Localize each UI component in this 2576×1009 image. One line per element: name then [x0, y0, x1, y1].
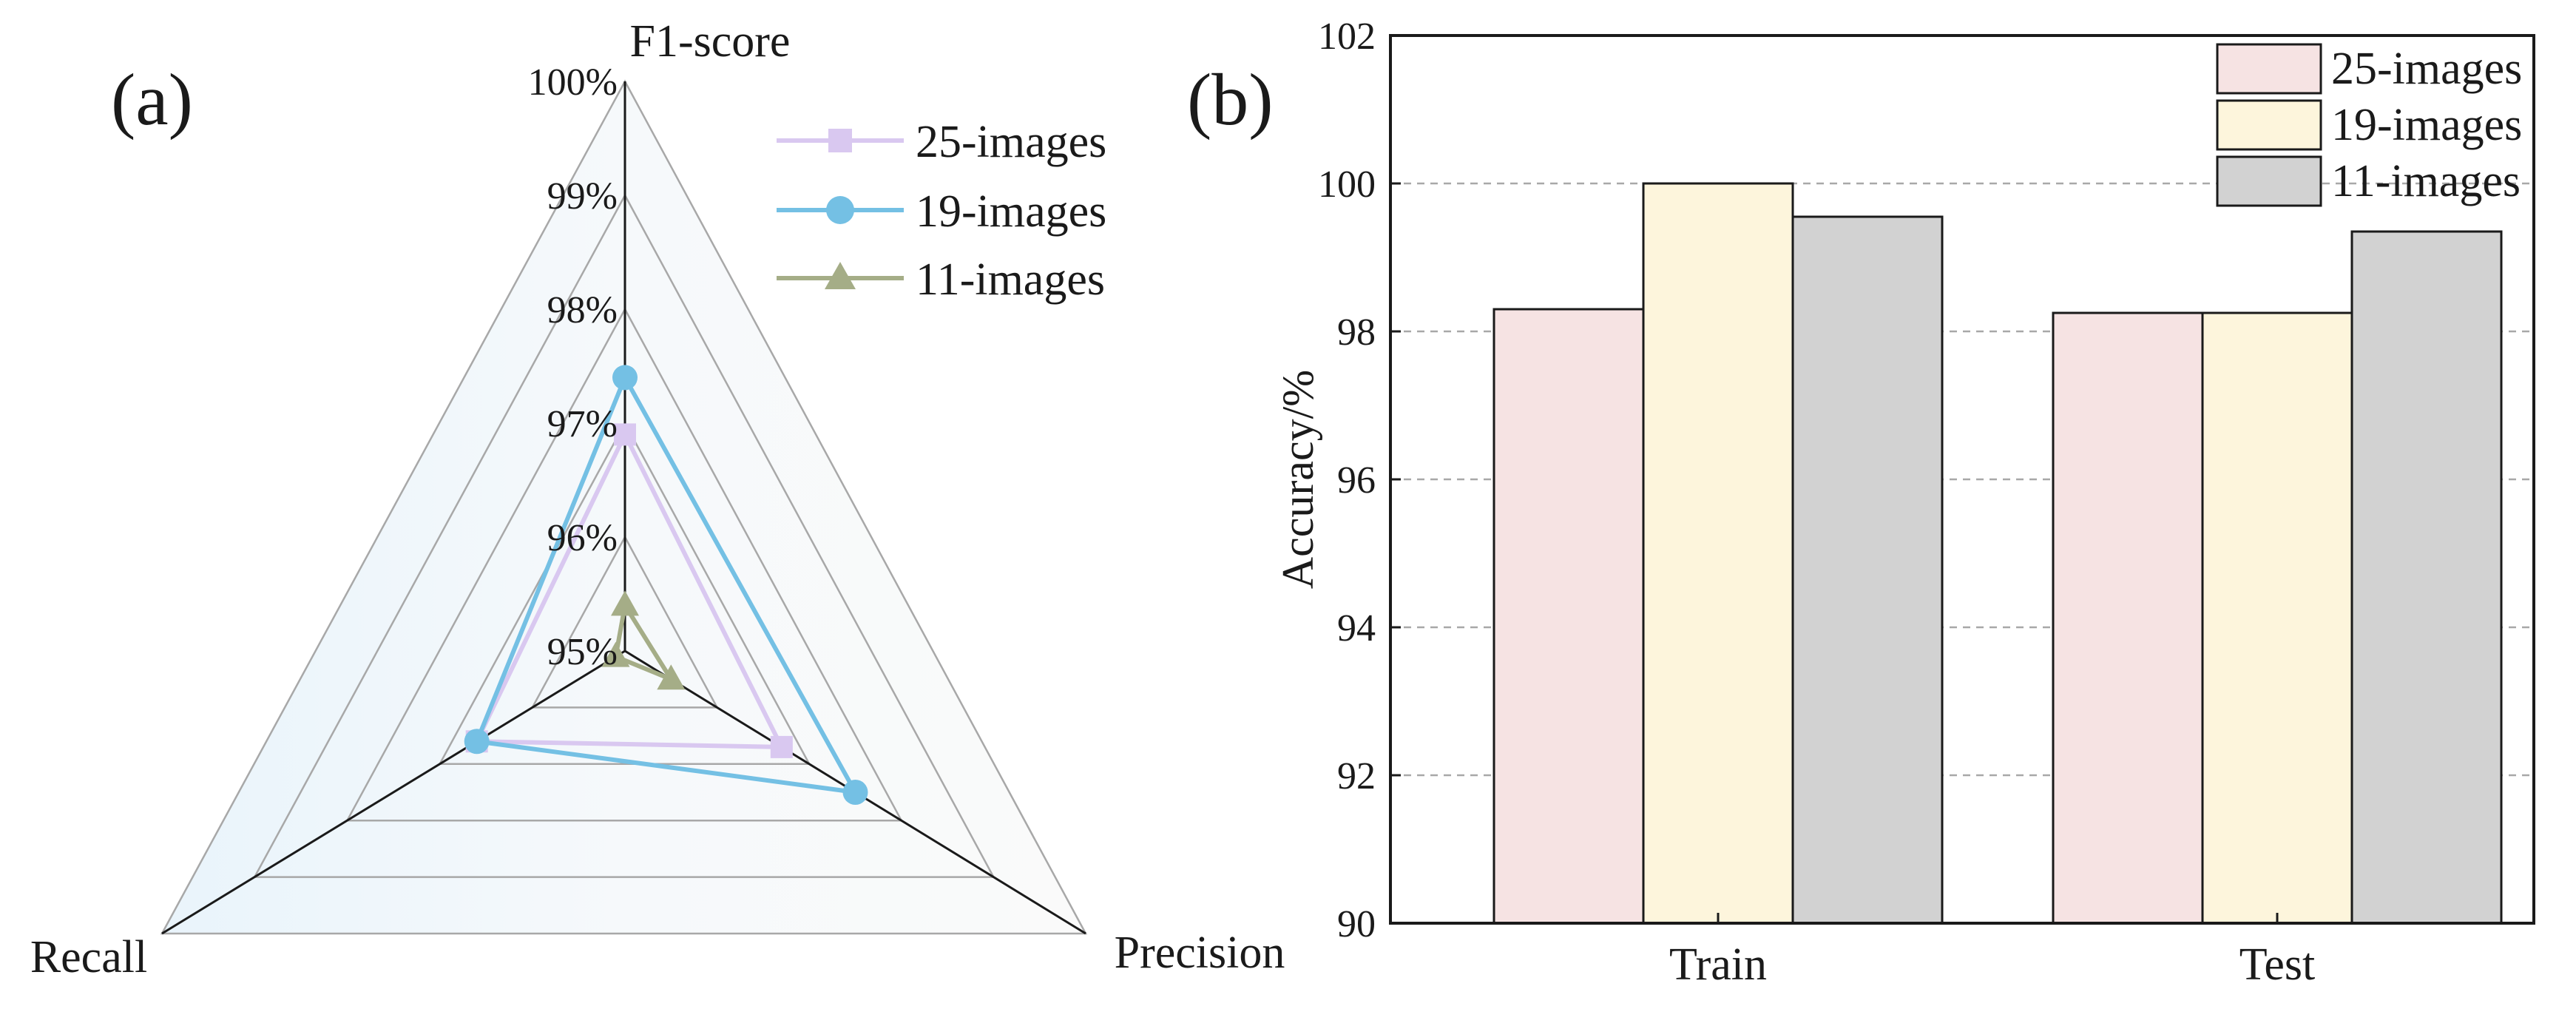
legend-item-19-images: 19-images [777, 186, 1106, 237]
legend-label-19-images: 19-images [2331, 100, 2522, 150]
bar-train-11-images [1791, 215, 1944, 925]
bar-chart: (b) 90 92 94 96 98 100 102 Train Test Accuracy/… [1187, 16, 2535, 990]
radar-axis-label-recall: Recall [30, 932, 147, 982]
legend-swatch-19-images [2216, 99, 2322, 151]
radar-spoke-recall [161, 649, 626, 935]
bar-x-ticks: Train Test [1669, 913, 2315, 990]
radar-point-19-images-precision [842, 780, 868, 805]
radar-tick-labels: 100% 99% 98% 97% 96% 95% [528, 61, 618, 673]
radar-point-11-images-f1-score [611, 590, 639, 616]
bar-train-25-images [1492, 308, 1645, 925]
legend-swatch-25-images [2216, 43, 2322, 95]
legend-item-25-images: 25-images [777, 117, 1106, 167]
radar-line-11-images [613, 603, 674, 682]
bar-test-11-images [2350, 230, 2503, 925]
bar-y-ticks: 90 92 94 96 98 100 102 [1318, 16, 1401, 945]
bar-train-19-images [1642, 182, 1794, 925]
radar-point-25-images-precision [770, 735, 793, 758]
y-tick-label: 92 [1337, 755, 1376, 797]
legend-label-25-images: 25-images [916, 117, 1106, 167]
radar-tick-label: 98% [547, 289, 618, 331]
radar-grid [160, 79, 1088, 935]
legend-label-11-images: 11-images [916, 254, 1105, 305]
radar-line-19-images [474, 375, 858, 794]
x-tick-label-test: Test [2239, 939, 2315, 990]
radar-series-11-images [601, 590, 686, 690]
radar-chart: 100% 99% 98% 97% 96% 95% (a) F1-score Precisi… [30, 16, 1285, 982]
radar-point-19-images-f1-score [612, 365, 638, 391]
legend-label-25-images: 25-images [2331, 44, 2522, 94]
radar-grid-ring-98 [345, 307, 903, 822]
y-tick-label: 94 [1337, 607, 1376, 649]
radar-tick-label: 96% [547, 517, 618, 559]
bar-legend: 25-images 19-images 11-images [2216, 43, 2522, 207]
radar-grid-ring-97 [438, 421, 811, 766]
y-tick-label: 100 [1318, 163, 1376, 206]
legend-marker-triangle [825, 262, 856, 289]
plot-frame [1389, 34, 2535, 925]
x-tick-label-train: Train [1669, 939, 1767, 990]
bar-marks [1492, 182, 2503, 925]
radar-point-19-images-recall [464, 729, 490, 755]
radar-line-25-images [474, 432, 784, 749]
legend-marker-square [828, 129, 852, 152]
radar-tick-label: 95% [547, 631, 618, 673]
legend-marker-circle [826, 196, 854, 224]
radar-point-11-images-precision [657, 664, 686, 690]
y-tick-label: 102 [1318, 16, 1376, 58]
radar-grid-ring-100 [160, 79, 1088, 935]
legend-label-11-images: 11-images [2331, 156, 2521, 206]
legend-swatch-11-images [2216, 155, 2322, 207]
legend-item-11-images: 11-images [777, 254, 1105, 305]
bar-test-19-images [2201, 311, 2353, 925]
radar-grid-ring-96 [530, 535, 719, 709]
radar-series [464, 365, 868, 805]
radar-axis-label-precision: Precision [1115, 928, 1285, 978]
radar-series-19-images [464, 365, 868, 805]
legend-label-19-images: 19-images [916, 186, 1106, 237]
radar-tick-label: 99% [547, 175, 618, 217]
panel-label-b: (b) [1187, 58, 1274, 141]
panel-label-a: (a) [111, 58, 193, 141]
y-tick-label: 96 [1337, 459, 1376, 502]
y-tick-label: 98 [1337, 311, 1376, 354]
y-axis-label: Accuracy/% [1274, 370, 1322, 589]
radar-legend: 25-images 19-images 11-images [777, 117, 1106, 305]
radar-grid-ring-99 [253, 193, 995, 878]
radar-point-11-images-recall [601, 641, 630, 667]
radar-point-25-images-f1-score [614, 423, 636, 446]
bar-test-25-images [2052, 311, 2204, 925]
radar-tick-label: 100% [528, 61, 618, 104]
y-tick-label: 90 [1337, 903, 1376, 945]
radar-axis-label-f1-score: F1-score [630, 16, 791, 67]
radar-tick-label: 97% [547, 403, 618, 445]
